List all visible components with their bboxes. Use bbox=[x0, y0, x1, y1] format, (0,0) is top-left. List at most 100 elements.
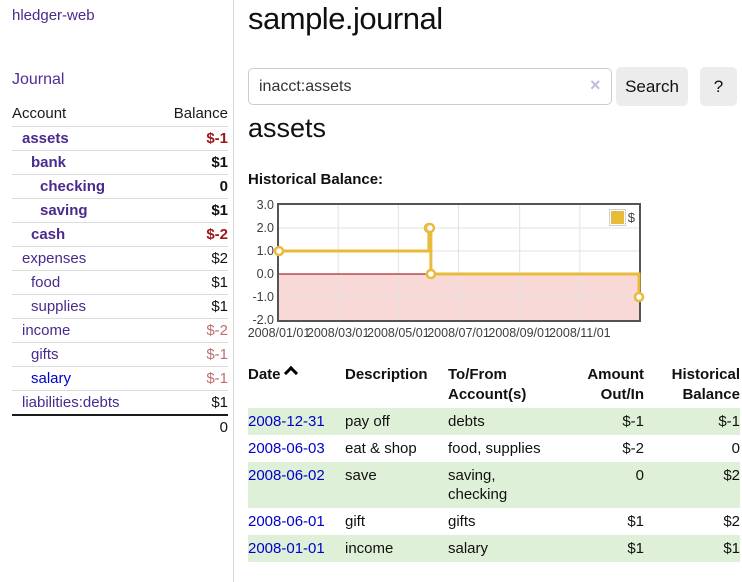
transaction-amount: $-2 bbox=[622, 440, 644, 457]
search-form: × Search ? bbox=[248, 67, 742, 107]
transaction-amount: $1 bbox=[627, 540, 644, 557]
account-link-saving[interactable]: saving bbox=[40, 202, 88, 219]
legend-color-box bbox=[608, 209, 626, 226]
transaction-accounts: debts bbox=[448, 413, 485, 430]
transaction-date-link[interactable]: 2008-12-31 bbox=[248, 413, 325, 430]
account-link-gifts[interactable]: gifts bbox=[31, 346, 59, 363]
x-axis-tick-label: 2008/05/01 bbox=[367, 326, 430, 340]
transaction-amount: $1 bbox=[627, 513, 644, 530]
account-balance: 0 bbox=[155, 174, 228, 199]
x-axis-tick-label: 2008/03/01 bbox=[306, 326, 370, 340]
account-link-bank[interactable]: bank bbox=[31, 154, 67, 171]
account-link-salary[interactable]: salary bbox=[31, 370, 72, 387]
account-balance: $-2 bbox=[155, 318, 228, 343]
page-title: sample.journal bbox=[248, 1, 443, 36]
x-axis-tick-label: 2008/11/01 bbox=[548, 326, 611, 340]
account-row: supplies $1 bbox=[12, 294, 228, 319]
account-link-supplies[interactable]: supplies bbox=[31, 298, 87, 315]
accounts-header-balance: Balance bbox=[173, 105, 228, 122]
transaction-row[interactable]: 2008-06-01 gift gifts $1 $2 bbox=[248, 508, 740, 535]
sort-ascending-icon bbox=[283, 365, 298, 381]
account-link-expenses[interactable]: expenses bbox=[22, 250, 87, 267]
transaction-balance: $1 bbox=[723, 540, 740, 557]
transaction-description: eat & shop bbox=[345, 440, 417, 457]
column-header-balance: Historical Balance bbox=[671, 366, 740, 403]
accounts-header-account: Account bbox=[12, 105, 67, 122]
account-row: gifts $-1 bbox=[12, 342, 228, 367]
clear-search-icon[interactable]: × bbox=[590, 75, 601, 95]
account-row: bank $1 bbox=[12, 150, 228, 175]
column-header-date[interactable]: Date bbox=[248, 362, 345, 408]
transaction-description: save bbox=[345, 467, 377, 484]
account-link-assets[interactable]: assets bbox=[22, 130, 69, 147]
account-balance: $2 bbox=[155, 246, 228, 271]
transaction-date-link[interactable]: 2008-06-02 bbox=[248, 467, 325, 484]
chart-title: Historical Balance: bbox=[248, 171, 384, 188]
accounts-total-row: 0 bbox=[12, 414, 228, 439]
x-axis-tick-label: 2008/01/01 bbox=[247, 326, 311, 340]
account-balance: $-1 bbox=[155, 126, 228, 151]
account-balance: $1 bbox=[155, 270, 228, 295]
transaction-date-link[interactable]: 2008-01-01 bbox=[248, 540, 325, 557]
account-link-income[interactable]: income bbox=[22, 322, 71, 339]
transaction-amount: $-1 bbox=[622, 413, 644, 430]
account-balance: $1 bbox=[155, 294, 228, 319]
chart-plot: $ bbox=[273, 203, 645, 322]
account-link-liabilities-debts[interactable]: liabilities:debts bbox=[22, 394, 120, 411]
main-content: sample.journal × Search ? assets Histori… bbox=[248, 0, 742, 582]
account-balance: $1 bbox=[155, 150, 228, 175]
chart-legend: $ bbox=[608, 209, 635, 226]
account-balance: $1 bbox=[155, 198, 228, 223]
y-axis-tick-label: -1.0 bbox=[252, 290, 274, 304]
legend-label: $ bbox=[627, 210, 635, 225]
accounts-balance-table: Account Balance assets $-1 bank $1 checking 0… bbox=[12, 102, 228, 439]
account-row: cash $-2 bbox=[12, 222, 228, 247]
account-balance: $-2 bbox=[155, 222, 228, 247]
column-header-amount: Amount Out/In bbox=[587, 366, 644, 403]
transaction-description: gift bbox=[345, 513, 366, 530]
transaction-accounts: saving, checking bbox=[448, 467, 508, 503]
account-row: assets $-1 bbox=[12, 126, 228, 151]
transaction-accounts: food, supplies bbox=[448, 440, 541, 457]
account-row: food $1 bbox=[12, 270, 228, 295]
transaction-date-link[interactable]: 2008-06-03 bbox=[248, 440, 325, 457]
account-link-food[interactable]: food bbox=[31, 274, 61, 291]
accounts-header-row: Account Balance bbox=[12, 102, 228, 127]
transaction-row[interactable]: 2008-01-01 income salary $1 $1 bbox=[248, 535, 740, 562]
register-table: Date Description To/From Account(s) Amou… bbox=[248, 362, 740, 562]
transaction-row[interactable]: 2008-06-03 eat & shop food, supplies $-2 0 bbox=[248, 435, 740, 462]
column-header-accounts: To/From Account(s) bbox=[448, 366, 527, 403]
app-title-link[interactable]: hledger-web bbox=[12, 7, 95, 24]
transaction-balance: 0 bbox=[731, 440, 740, 457]
account-link-checking[interactable]: checking bbox=[40, 178, 106, 195]
y-axis-tick-label: -2.0 bbox=[252, 313, 274, 327]
transaction-balance: $2 bbox=[723, 513, 740, 530]
help-button[interactable]: ? bbox=[700, 67, 737, 106]
sidebar-item-journal[interactable]: Journal bbox=[12, 71, 65, 88]
transaction-description: pay off bbox=[345, 413, 390, 430]
account-heading: assets bbox=[248, 113, 327, 143]
transaction-balance: $-1 bbox=[718, 413, 740, 430]
transaction-balance: $2 bbox=[723, 467, 740, 484]
x-axis-tick-label: 2008/09/01 bbox=[488, 326, 551, 340]
y-axis-tick-label: 0.0 bbox=[256, 267, 274, 281]
transaction-row[interactable]: 2008-12-31 pay off debts $-1 $-1 bbox=[248, 408, 740, 435]
x-axis-tick-label: 2008/07/01 bbox=[427, 326, 490, 340]
account-balance: $1 bbox=[155, 390, 228, 415]
accounts-total-value: 0 bbox=[155, 414, 228, 439]
search-input[interactable] bbox=[248, 68, 612, 105]
register-header-row: Date Description To/From Account(s) Amou… bbox=[248, 362, 740, 408]
y-axis-tick-label: 2.0 bbox=[256, 221, 274, 235]
account-row: saving $1 bbox=[12, 198, 228, 223]
account-balance: $-1 bbox=[155, 366, 228, 391]
transaction-date-link[interactable]: 2008-06-01 bbox=[248, 513, 325, 530]
account-row: expenses $2 bbox=[12, 246, 228, 271]
transaction-row[interactable]: 2008-06-02 save saving, checking 0 $2 bbox=[248, 462, 740, 508]
y-axis-tick-label: 3.0 bbox=[256, 198, 274, 212]
account-row: checking 0 bbox=[12, 174, 228, 199]
account-link-cash[interactable]: cash bbox=[31, 226, 66, 243]
transaction-accounts: gifts bbox=[448, 513, 476, 530]
transaction-description: income bbox=[345, 540, 394, 557]
chart-canvas bbox=[273, 205, 645, 320]
search-button[interactable]: Search bbox=[616, 67, 688, 106]
